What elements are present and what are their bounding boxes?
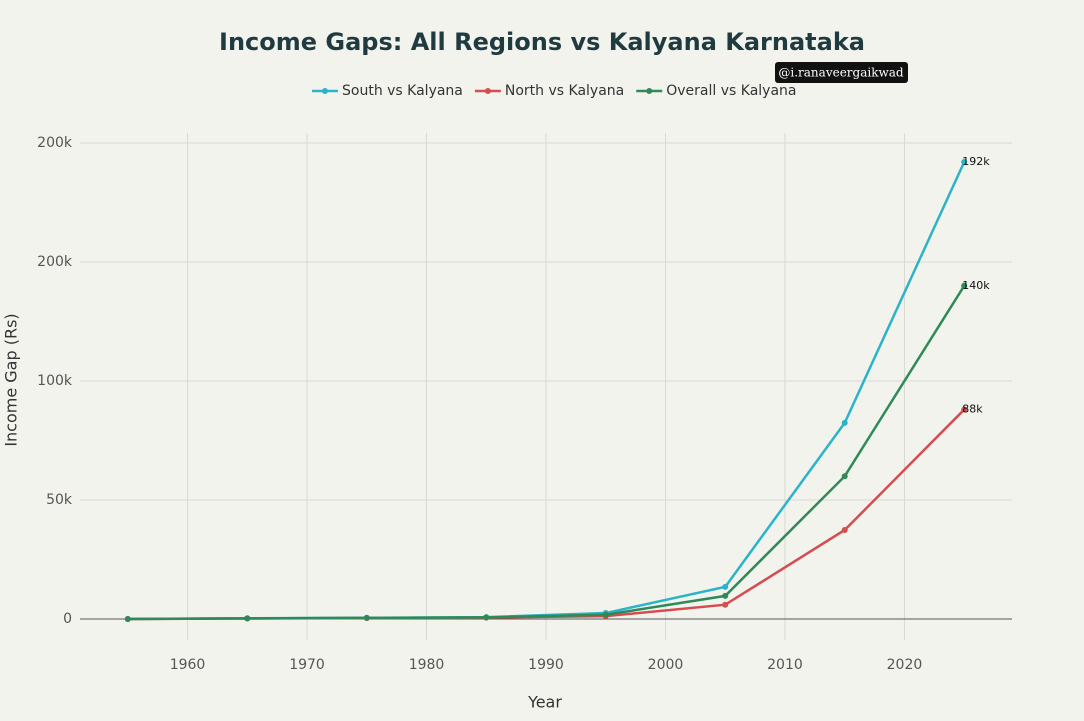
watermark: @i.ranaveergaikwad (778, 66, 904, 80)
y-tick-label: 100k (37, 373, 73, 389)
x-tick-label: 1960 (170, 657, 206, 673)
point (602, 611, 609, 618)
y-tick-label: 50k (46, 492, 73, 508)
y-axis-title: Income Gap (Rs) (2, 313, 21, 446)
legend-marker (322, 88, 328, 94)
x-axis-title: Year (527, 693, 562, 712)
watermark-badge (775, 62, 908, 83)
series-line (127, 285, 966, 621)
point (722, 583, 729, 590)
chart-title: Income Gaps: All Regions vs Kalyana Karn… (219, 28, 865, 56)
point (483, 614, 490, 621)
point (961, 406, 968, 413)
x-tick-label: 1970 (289, 657, 325, 673)
point (363, 614, 370, 621)
point (722, 592, 729, 599)
x-tick-label: 1980 (409, 657, 445, 673)
x-tick-label: 2010 (767, 657, 803, 673)
point (961, 282, 968, 289)
value-label: 140k (962, 279, 990, 292)
y-tick-label: 0 (63, 611, 72, 627)
x-tick-label: 2000 (648, 657, 684, 673)
legend-label: North vs Kalyana (505, 83, 624, 99)
legend-label: Overall vs Kalyana (666, 83, 796, 99)
point (961, 159, 968, 166)
legend-marker (484, 88, 491, 94)
point (841, 419, 848, 426)
x-tick-label: 2020 (887, 657, 923, 673)
point (124, 616, 131, 622)
point (841, 473, 848, 480)
point (244, 615, 251, 622)
value-label: 88k (962, 403, 983, 416)
point (722, 601, 729, 608)
y-tick-label: 200k (37, 135, 73, 151)
value-label: 192k (962, 155, 990, 168)
legend-marker (646, 88, 653, 94)
x-tick-label: 1990 (528, 657, 564, 673)
legend-label: South vs Kalyana (342, 83, 463, 99)
point (841, 526, 848, 533)
y-tick-label: 200k (37, 254, 73, 270)
